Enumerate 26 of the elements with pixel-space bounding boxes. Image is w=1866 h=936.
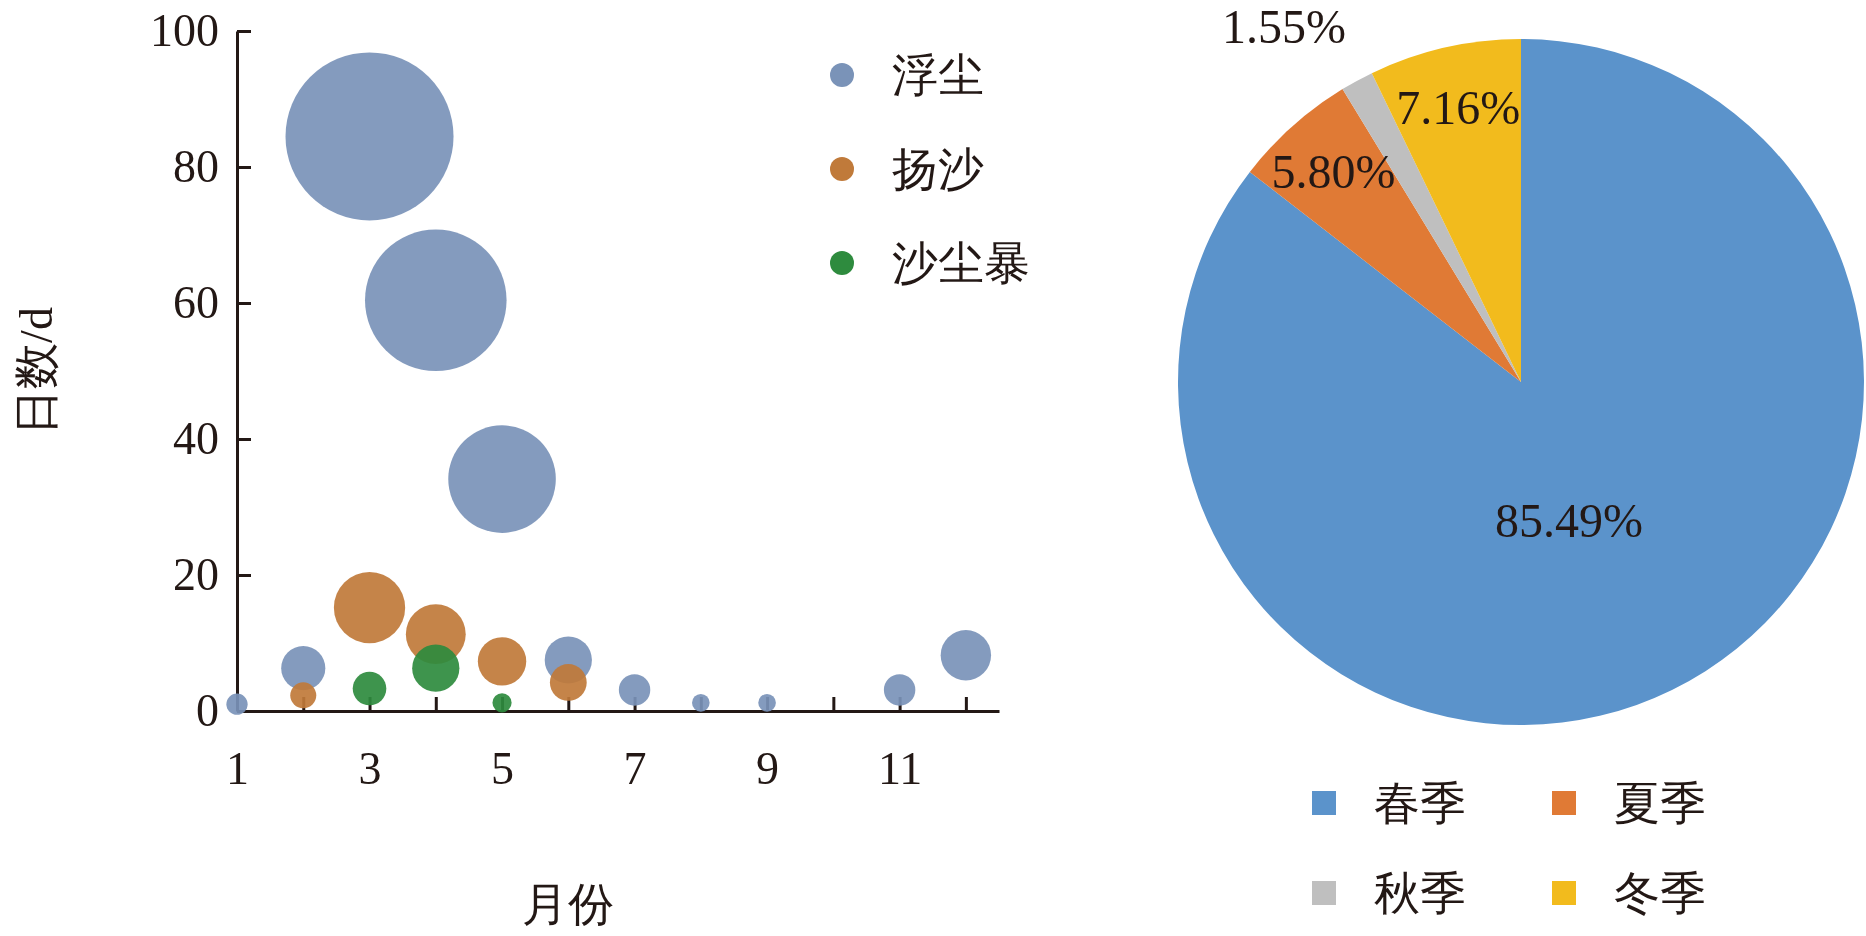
x-axis-title: 月份 (522, 879, 614, 930)
legend-label: 沙尘暴 (892, 238, 1030, 289)
x-tick-label: 1 (226, 742, 249, 794)
data-label: 7.16% (1396, 80, 1521, 134)
legend-label: 夏季 (1614, 778, 1706, 829)
legend-label: 春季 (1374, 778, 1466, 829)
legend-label: 浮尘 (892, 50, 984, 101)
x-tick-label: 9 (756, 742, 780, 794)
x-tick-label: 5 (491, 742, 515, 794)
x-tick-label: 11 (877, 742, 923, 794)
y-tick-label: 100 (150, 5, 219, 57)
y-tick-label: 60 (173, 277, 219, 329)
pie-slice (1249, 89, 1521, 382)
data-label: 5.80% (1271, 145, 1396, 199)
x-tick-label: 3 (358, 742, 382, 794)
legend-label: 秋季 (1374, 868, 1466, 919)
legend-label: 扬沙 (892, 144, 984, 195)
data-label: 85.49% (1494, 493, 1643, 547)
x-tick-label: 7 (623, 742, 647, 794)
y-tick-label: 40 (173, 413, 219, 465)
y-tick-label: 20 (173, 549, 219, 601)
y-tick-label: 0 (196, 685, 219, 737)
legend-label: 冬季 (1614, 868, 1706, 919)
data-label: 1.55% (1221, 0, 1346, 53)
y-tick-label: 80 (173, 141, 219, 193)
y-axis-title: 日数/d (11, 307, 62, 435)
